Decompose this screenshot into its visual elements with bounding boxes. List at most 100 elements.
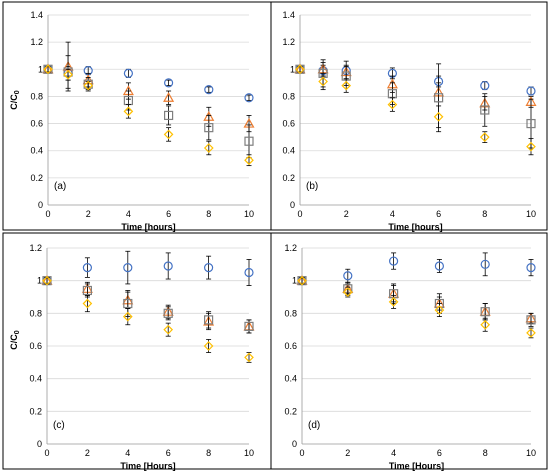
data-point-square <box>480 307 490 317</box>
x-tick-label: 2 <box>86 209 91 219</box>
x-tick-label: 10 <box>244 209 254 219</box>
y-tick-label: 1.2 <box>284 243 297 253</box>
x-tick-label: 8 <box>206 209 211 219</box>
data-point-diamond <box>123 106 134 117</box>
panel-3: 0 0.2 0.4 0.6 0.8 1 1.2 0 2 4 6 8 10 Time [Hours] C/C0… <box>9 243 255 471</box>
series-circle <box>295 60 536 96</box>
x-axis-label: Time [hours] <box>388 222 442 232</box>
panel-1: 0 0.2 0.4 0.6 0.8 1 1.2 1.4 0 2 4 6 8 10 Time [hours] C… <box>9 10 255 232</box>
y-axis-label: C/C0 <box>9 330 21 350</box>
data-point-square <box>163 308 173 318</box>
panel-label: (c) <box>53 420 65 431</box>
panel-label: (d) <box>308 420 320 431</box>
y-tick-label: 0 <box>290 200 295 210</box>
x-tick-label: 4 <box>126 209 131 219</box>
x-tick-label: 0 <box>44 448 49 458</box>
x-axis-label: Time [hours] <box>121 222 175 232</box>
data-point-circle <box>123 68 133 78</box>
x-tick-label: 6 <box>166 448 171 458</box>
y-tick-label: 0.4 <box>30 146 43 156</box>
figure-border-2 <box>2 232 548 470</box>
data-point-diamond <box>433 111 444 122</box>
data-point-circle <box>244 267 254 278</box>
data-point-diamond <box>63 69 73 80</box>
x-tick-label: 0 <box>299 448 304 458</box>
series-square <box>297 276 536 327</box>
data-point-diamond <box>295 64 305 75</box>
y-tick-label: 0.2 <box>284 406 297 416</box>
data-point-circle <box>343 271 353 281</box>
data-point-diamond <box>83 80 94 91</box>
data-point-diamond <box>342 287 353 297</box>
data-point-diamond <box>163 324 174 335</box>
data-point-diamond <box>479 132 490 142</box>
data-point-diamond <box>203 143 214 153</box>
panel-4: 0 0.2 0.4 0.6 0.8 1 1.2 0 2 4 6 8 10 Time [Hours] (d) <box>284 243 537 471</box>
data-point-square <box>204 123 214 133</box>
x-tick-label: 8 <box>206 448 211 458</box>
data-point-circle <box>164 78 174 88</box>
series-triangle <box>296 274 537 324</box>
series-triangle <box>42 41 255 133</box>
data-point-square <box>480 105 490 115</box>
data-point-triangle <box>163 92 175 102</box>
y-tick-label: 1.4 <box>282 10 295 20</box>
data-point-circle <box>434 261 444 271</box>
data-point-circle <box>204 263 214 273</box>
x-tick-label: 2 <box>344 209 349 219</box>
data-point-diamond <box>434 305 445 315</box>
y-tick-label: 0 <box>37 439 42 449</box>
y-tick-label: 0.8 <box>30 91 43 101</box>
data-point-square <box>164 110 174 121</box>
series-square <box>295 59 536 149</box>
data-point-diamond <box>244 155 254 166</box>
y-tick-label: 0 <box>292 439 297 449</box>
x-tick-label: 0 <box>45 209 50 219</box>
panel-label: (b) <box>306 181 318 192</box>
y-tick-label: 1.2 <box>30 37 43 47</box>
data-point-circle <box>163 261 173 271</box>
y-tick-label: 0.8 <box>282 91 295 101</box>
data-point-diamond <box>42 275 52 286</box>
data-point-square <box>204 315 214 325</box>
x-tick-label: 6 <box>436 209 441 219</box>
data-point-circle <box>389 256 399 266</box>
x-axis-label: Time [Hours] <box>389 461 444 471</box>
series-square <box>43 55 254 158</box>
data-point-diamond <box>244 352 254 363</box>
data-point-circle <box>480 80 490 91</box>
y-tick-label: 0.8 <box>284 308 297 318</box>
y-tick-label: 1 <box>37 276 42 286</box>
y-axis-label: C/C0 <box>9 90 21 110</box>
y-tick-label: 1.2 <box>29 243 42 253</box>
data-point-diamond <box>122 311 133 322</box>
series-square <box>42 276 254 334</box>
data-point-diamond <box>203 341 214 351</box>
figure-border-1 <box>2 1 548 231</box>
data-point-circle <box>480 259 490 269</box>
data-point-diamond <box>297 275 307 286</box>
y-tick-label: 0.4 <box>284 374 297 384</box>
x-tick-label: 8 <box>482 209 487 219</box>
x-tick-label: 8 <box>483 448 488 458</box>
series-diamond <box>43 64 254 167</box>
y-tick-label: 0.6 <box>29 341 42 351</box>
data-point-diamond <box>43 64 53 75</box>
data-point-square <box>123 298 133 309</box>
y-tick-label: 0.6 <box>284 341 297 351</box>
data-point-diamond <box>163 129 174 140</box>
x-tick-label: 10 <box>244 448 254 458</box>
y-tick-label: 0.6 <box>282 119 295 129</box>
data-point-square <box>526 118 536 129</box>
data-point-circle <box>526 86 536 96</box>
y-tick-label: 0.2 <box>282 173 295 183</box>
data-point-square <box>434 93 444 103</box>
y-tick-label: 0.6 <box>30 119 43 129</box>
x-tick-label: 2 <box>85 448 90 458</box>
x-tick-label: 4 <box>390 209 395 219</box>
data-point-circle <box>244 93 254 103</box>
data-point-circle <box>82 263 93 273</box>
data-point-diamond <box>82 298 93 309</box>
